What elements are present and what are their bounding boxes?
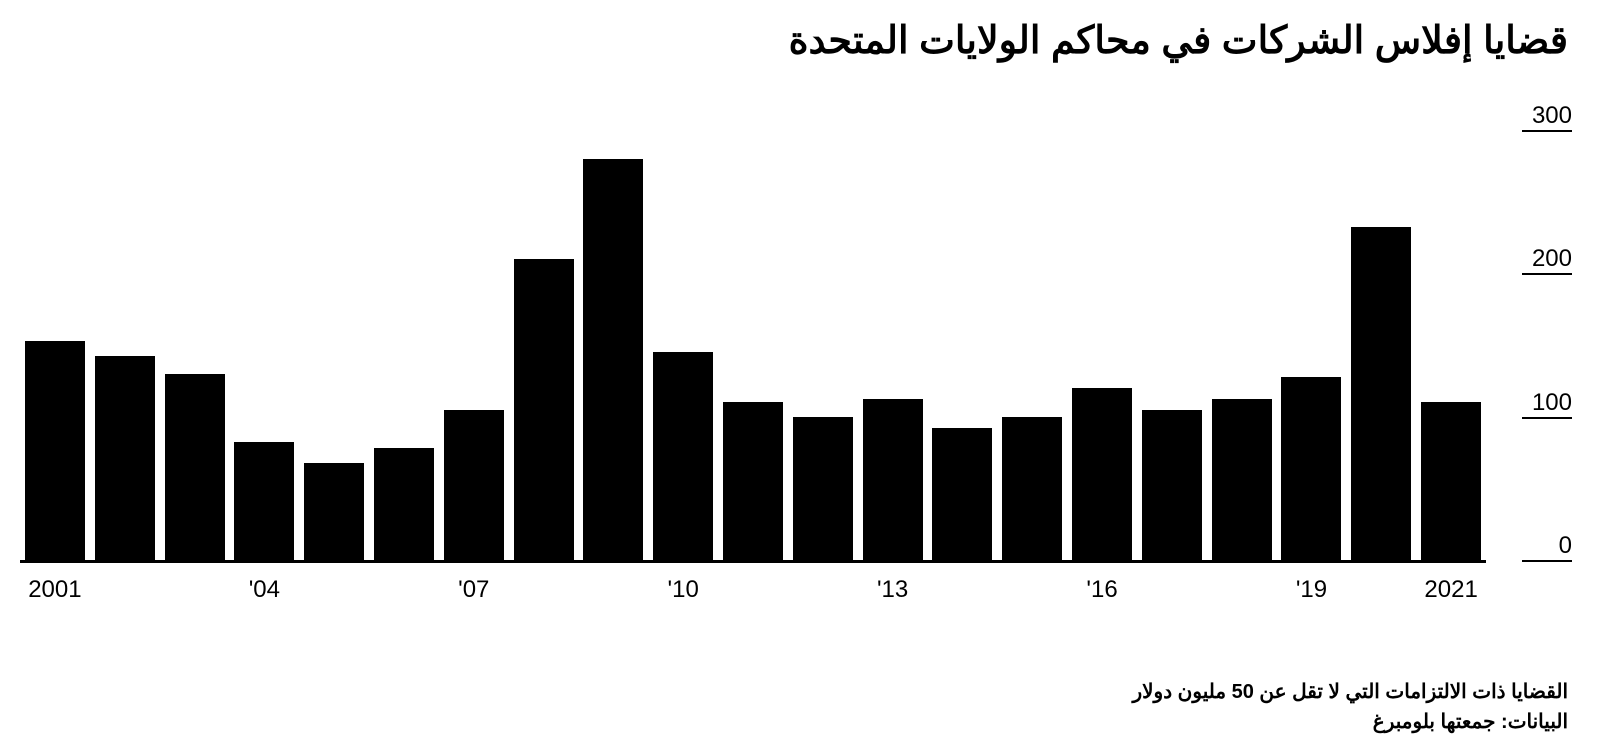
x-tick-label-2010: '10 (668, 576, 699, 604)
bar-2020 (1351, 227, 1411, 560)
y-tick-label-300: 300 (1532, 102, 1572, 130)
y-tick-mark-300 (1522, 130, 1572, 132)
chart-footnote: القضايا ذات الالتزامات التي لا تقل عن 50… (1132, 677, 1568, 737)
bar-2007 (444, 410, 504, 561)
footnote-line-1: القضايا ذات الالتزامات التي لا تقل عن 50… (1132, 677, 1568, 707)
bar-2006 (374, 448, 434, 560)
bar-2013 (863, 399, 923, 560)
y-tick-mark-100 (1522, 417, 1572, 419)
y-tick-label-100: 100 (1532, 389, 1572, 417)
bar-2021 (1421, 402, 1481, 560)
bar-2008 (514, 259, 574, 560)
bar-2002 (95, 356, 155, 560)
bar-2009 (583, 159, 643, 560)
bar-2004 (234, 442, 294, 560)
y-tick-label-200: 200 (1532, 245, 1572, 273)
bar-2012 (793, 417, 853, 560)
y-tick-mark-0 (1522, 560, 1572, 562)
bar-2014 (932, 428, 992, 560)
x-tick-label-2007: '07 (458, 576, 489, 604)
x-tick-label-2013: '13 (877, 576, 908, 604)
bar-2015 (1002, 417, 1062, 560)
chart-container: قضايا إفلاس الشركات في محاكم الولايات ال… (0, 0, 1600, 755)
bar-2005 (304, 463, 364, 560)
footnote-line-2: البيانات: جمعتها بلومبرغ (1132, 707, 1568, 737)
y-tick-label-0: 0 (1559, 532, 1572, 560)
x-axis-baseline (20, 560, 1486, 563)
x-tick-label-2004: '04 (249, 576, 280, 604)
bar-2011 (723, 402, 783, 560)
chart-title: قضايا إفلاس الشركات في محاكم الولايات ال… (789, 18, 1568, 63)
plot-area (20, 130, 1486, 560)
bar-2017 (1142, 410, 1202, 561)
bar-2001 (25, 341, 85, 560)
x-tick-label-2019: '19 (1296, 576, 1327, 604)
x-tick-label-2016: '16 (1086, 576, 1117, 604)
y-tick-mark-200 (1522, 273, 1572, 275)
bar-2018 (1212, 399, 1272, 560)
x-tick-label-2001: 2001 (28, 576, 81, 604)
bar-2019 (1281, 377, 1341, 560)
bar-2016 (1072, 388, 1132, 560)
bar-2010 (653, 352, 713, 560)
x-tick-label-2021: 2021 (1424, 576, 1477, 604)
bar-2003 (165, 374, 225, 560)
